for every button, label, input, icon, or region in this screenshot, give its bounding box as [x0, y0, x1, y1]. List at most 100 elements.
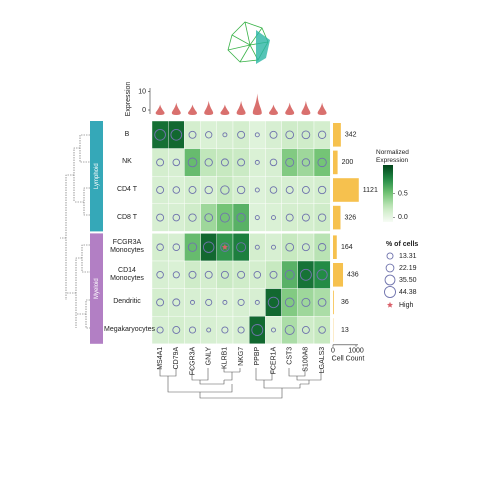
- heat-cell: [265, 148, 282, 177]
- count-label: 13: [341, 327, 349, 334]
- dot: [254, 299, 260, 305]
- count-bar: [333, 178, 359, 202]
- dot: [317, 213, 327, 222]
- dot: [254, 187, 260, 193]
- size-legend-label: 22.19: [399, 265, 417, 272]
- dot: [254, 159, 260, 165]
- dot: [220, 242, 230, 252]
- row-label: B: [124, 130, 130, 138]
- heat-cell: [265, 316, 282, 345]
- size-legend-label: 35.50: [399, 277, 417, 284]
- dot: [271, 215, 276, 221]
- heat-cell: [184, 175, 201, 204]
- dot: [204, 185, 213, 195]
- colorbar: [383, 165, 393, 222]
- heat-cell: [216, 175, 234, 204]
- heat-cell: [200, 288, 218, 317]
- heat-cell: [297, 148, 315, 177]
- dot: [222, 299, 228, 305]
- colorbar-tick-label: 0.5: [398, 190, 408, 197]
- count-label: 326: [344, 214, 356, 221]
- violin-tick-label: 10: [138, 89, 146, 96]
- heat-cell: [167, 175, 185, 204]
- dot: [284, 325, 295, 335]
- dot: [206, 327, 212, 333]
- dot: [285, 242, 295, 252]
- high-legend-star: [386, 301, 394, 308]
- heat-cell: [297, 316, 315, 345]
- heat-cell: [184, 203, 201, 232]
- heat-cell: [200, 316, 218, 345]
- heat-cell: [232, 175, 250, 204]
- dot: [156, 213, 165, 222]
- dot: [187, 242, 198, 252]
- dot: [172, 158, 181, 167]
- heat-cell: [200, 203, 218, 232]
- heat-cell: [184, 120, 201, 149]
- violin: [252, 93, 262, 115]
- heat-cell: [248, 260, 266, 289]
- heat-cell: [167, 148, 185, 177]
- group-label: Myeloid: [94, 278, 100, 299]
- heat-cell: [248, 233, 266, 262]
- violin: [204, 100, 214, 115]
- heat-cell: [313, 148, 331, 177]
- row-label: Dendritic: [113, 298, 141, 306]
- violin: [188, 104, 197, 115]
- count-tick-label: 1000: [348, 348, 364, 355]
- dot: [172, 186, 181, 194]
- row-label: FCGR3A Monocytes: [110, 239, 144, 255]
- dot: [317, 130, 327, 139]
- row-label: Megakaryocytes: [104, 326, 155, 333]
- count-bar: [333, 150, 338, 175]
- gene-label: PPBP: [254, 346, 261, 365]
- size-legend-dot: [384, 286, 396, 298]
- gene-dendrogram: [159, 368, 322, 399]
- dot: [156, 271, 164, 279]
- dot: [301, 158, 311, 167]
- dot: [301, 130, 311, 140]
- size-legend-label: 44.38: [399, 289, 417, 296]
- heat-cell: [265, 175, 282, 204]
- size-legend-dot: [385, 263, 395, 273]
- size-legend-dot: [384, 274, 396, 286]
- dot: [236, 242, 247, 253]
- heat-cell: [313, 260, 331, 289]
- dot: [156, 186, 165, 194]
- count-label: 36: [341, 299, 349, 306]
- heat-cell: [281, 148, 299, 177]
- dot: [188, 130, 197, 139]
- heat-cell: [281, 175, 299, 204]
- dot: [156, 158, 165, 167]
- gene-label: GNLY: [206, 346, 213, 365]
- dot: [188, 270, 197, 279]
- dot: [316, 269, 328, 281]
- row-label: CD4 T: [116, 186, 138, 193]
- count-xlabel: Cell Count: [332, 356, 365, 363]
- dot: [204, 213, 214, 222]
- violin: [285, 102, 295, 115]
- dot: [205, 298, 213, 306]
- violin-ylabel: Expression: [125, 82, 132, 117]
- heat-cell: [265, 203, 282, 232]
- dot: [285, 213, 294, 222]
- logo: [227, 21, 270, 64]
- heat-cell: [313, 288, 331, 317]
- heat-cell: [265, 120, 282, 149]
- dot: [203, 241, 215, 253]
- gene-label: NKG7: [238, 347, 245, 366]
- heat-cell: [297, 203, 315, 232]
- heat-cell: [248, 148, 266, 177]
- gene-label: MS4A1: [157, 347, 164, 370]
- heat-cell: [184, 260, 201, 289]
- dot: [188, 326, 197, 334]
- heat-cell: [151, 175, 169, 204]
- count-label: 1121: [363, 187, 378, 194]
- count-bar: [333, 290, 334, 315]
- dot: [156, 243, 164, 251]
- dot: [318, 326, 326, 334]
- dot: [317, 185, 327, 195]
- dot: [172, 326, 181, 334]
- violin: [155, 104, 165, 115]
